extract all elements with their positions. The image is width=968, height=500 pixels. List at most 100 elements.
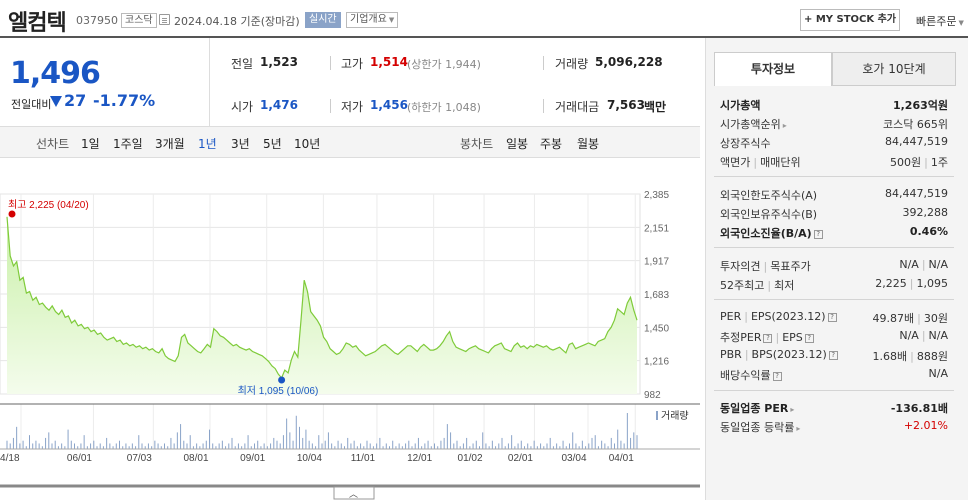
help-icon[interactable]: ? — [828, 350, 838, 360]
tab-period-5y[interactable]: 5년 — [263, 137, 282, 151]
volume-bar — [102, 446, 104, 449]
volume-bar — [430, 446, 432, 449]
volume-bar — [237, 443, 239, 449]
volume-bar — [411, 446, 413, 449]
tab-period-1d[interactable]: 1일 — [81, 137, 100, 151]
volume-bar — [376, 443, 378, 449]
volume-bar — [273, 437, 275, 449]
volume-bar — [546, 443, 548, 449]
separator — [714, 247, 954, 248]
chart-collapse-button[interactable] — [333, 486, 375, 500]
chart-grid — [0, 193, 641, 449]
volume-bar — [588, 443, 590, 449]
y-tick-label: 1,683 — [644, 290, 669, 301]
volume-bar — [202, 443, 204, 449]
tab-period-1y[interactable]: 1년 — [198, 137, 217, 151]
volume-bar — [520, 440, 522, 449]
x-tick-label: 11/01 — [351, 453, 376, 464]
volume-bar — [270, 443, 272, 449]
help-icon[interactable]: ? — [804, 333, 814, 343]
tab-period-10y[interactable]: 10년 — [294, 137, 321, 151]
sector-per-value: -136.81배 — [890, 402, 948, 415]
market-cap-rank-link[interactable]: 시가총액순위 ▸ — [720, 116, 787, 132]
volume-bar — [83, 435, 85, 449]
dividend-value: N/A — [928, 367, 948, 380]
company-overview-dropdown[interactable]: 기업개요 ▼ — [346, 12, 399, 28]
tab-period-3m[interactable]: 3개월 — [155, 137, 185, 151]
volume-bar — [74, 443, 75, 449]
sector-per-link[interactable]: 동일업종 PER ▸ — [720, 400, 794, 416]
sector-change-link[interactable]: 동일업종 등락률 ▸ — [720, 419, 800, 435]
stock-code: 037950 — [76, 14, 118, 27]
volume-bar — [331, 443, 333, 449]
high-value: 1,514 — [370, 55, 408, 69]
volume-bar — [157, 443, 159, 449]
opinion-label: 투자의견 — [720, 260, 761, 273]
help-icon[interactable]: ? — [772, 371, 782, 381]
volume-bar — [299, 426, 300, 449]
est-per-value: N/A — [899, 329, 919, 342]
volume-bar — [109, 443, 111, 449]
volume-bar — [61, 443, 63, 449]
volume-bar — [164, 443, 165, 449]
tab-candle-weekly[interactable]: 주봉 — [540, 137, 563, 151]
change-percent: -1.77% — [93, 91, 156, 110]
volume-bar — [250, 446, 252, 449]
volume-bar — [401, 446, 403, 449]
help-icon[interactable]: ? — [813, 229, 823, 239]
quick-order-link[interactable]: 빠른주문 ▼ — [916, 13, 964, 29]
help-icon[interactable]: ? — [827, 312, 837, 322]
volume-bar — [231, 437, 233, 449]
par-unit-value: 500원 | 1주 — [890, 156, 948, 169]
tab-orderbook-10[interactable]: 호가 10단계 — [832, 52, 956, 86]
volume-bar — [80, 443, 82, 449]
volume-bar — [93, 440, 95, 449]
volume-bars — [6, 413, 638, 449]
tab-period-1w[interactable]: 1주일 — [113, 137, 143, 151]
volume-bar — [90, 443, 92, 449]
volume-bar — [186, 443, 188, 449]
add-mystock-button[interactable]: + MY STOCK 추가 — [800, 9, 900, 31]
volume-bar — [41, 446, 43, 449]
x-tick-label: 04/01 — [609, 453, 634, 464]
change-label: 전일대비 — [11, 98, 52, 111]
volume-bar — [228, 443, 230, 449]
volume-bar — [469, 446, 471, 449]
volume-bar — [565, 446, 567, 449]
tab-candle-daily[interactable]: 일봉 — [506, 137, 529, 151]
divider — [330, 99, 331, 113]
header-bar — [0, 0, 968, 38]
tab-invest-info[interactable]: 투자정보 — [714, 52, 832, 86]
volume-bar — [327, 432, 329, 449]
foreign-hold-value: 392,288 — [902, 206, 949, 219]
volume-bar — [183, 440, 185, 449]
tab-candle-monthly[interactable]: 월봉 — [577, 137, 600, 151]
volume-bar — [12, 437, 14, 449]
volume-bar — [266, 446, 268, 449]
x-tick-label: 02/01 — [508, 453, 533, 464]
volume-bar — [22, 440, 24, 449]
tab-period-3y[interactable]: 3년 — [231, 137, 250, 151]
foreign-limit-label: 외국인한도주식수(A) — [720, 189, 818, 202]
volume-bar — [99, 443, 101, 449]
volume-bar — [144, 446, 146, 449]
volume-legend-icon — [656, 411, 658, 420]
volume-bar — [64, 446, 66, 449]
sector-per-label: 동일업종 PER — [720, 402, 789, 415]
volume-bar — [405, 443, 407, 449]
volume-bar — [29, 435, 30, 449]
y-tick-label: 2,385 — [644, 190, 669, 201]
chevron-down-icon: ▼ — [388, 16, 395, 24]
chevron-right-icon: ▸ — [790, 405, 795, 414]
low-label: 저가 — [341, 100, 364, 114]
volume-bar — [57, 446, 59, 449]
volume-bar — [549, 437, 551, 449]
help-icon[interactable]: ? — [763, 333, 773, 343]
realtime-button[interactable]: 실시간 — [305, 12, 341, 28]
volume-bar — [205, 440, 207, 449]
volume-bar — [427, 440, 429, 449]
volume-bar — [289, 432, 291, 449]
volume-bar — [459, 446, 461, 449]
volume-bar — [170, 437, 172, 449]
